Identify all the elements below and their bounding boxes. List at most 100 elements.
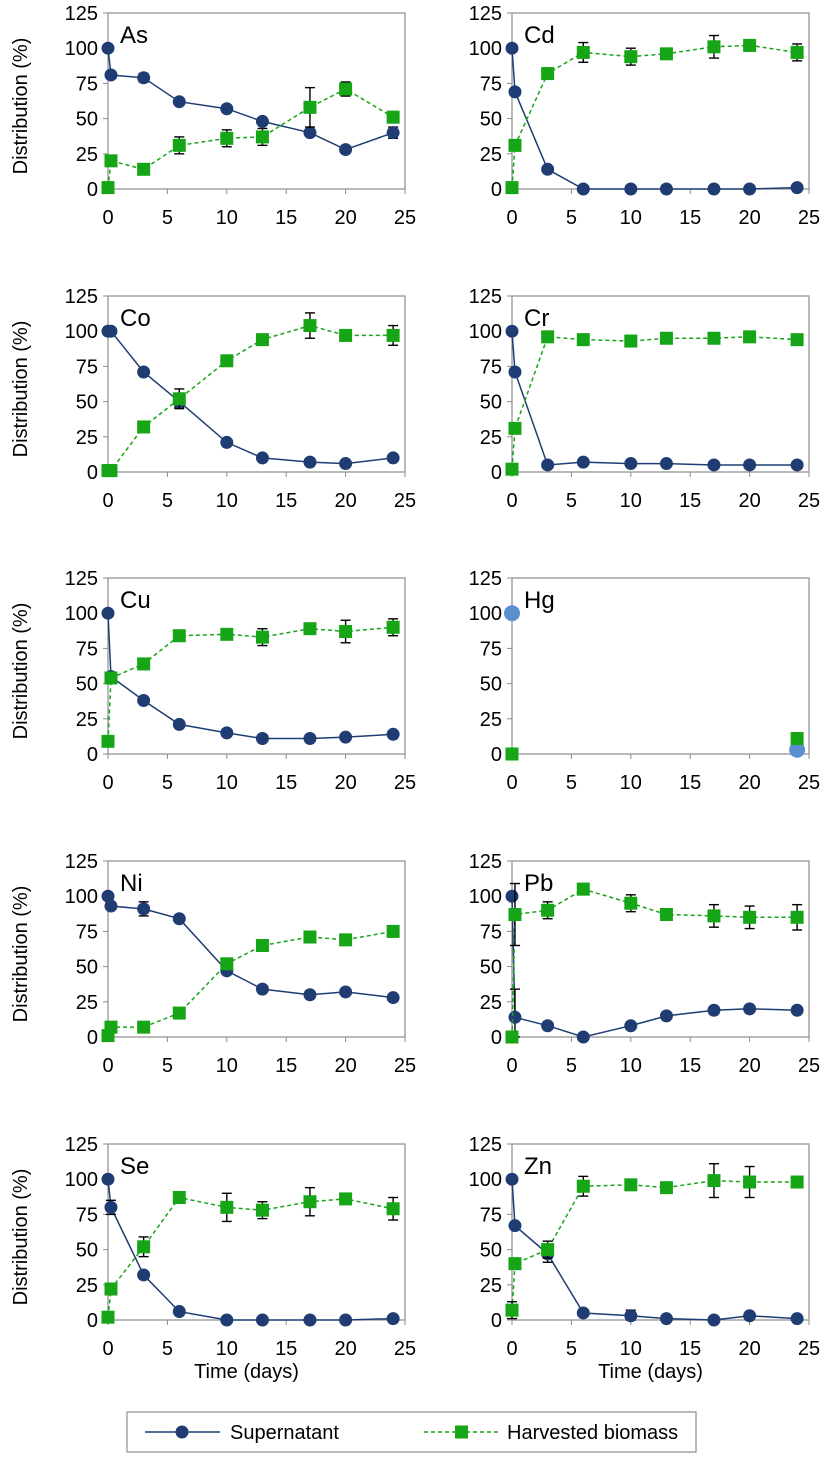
x-tick-label: 5 bbox=[162, 772, 173, 794]
plot-frame bbox=[512, 861, 809, 1037]
biomass-point bbox=[791, 333, 804, 346]
x-tick-label: 25 bbox=[798, 207, 820, 229]
y-tick-label: 125 bbox=[469, 286, 502, 308]
x-tick-label: 20 bbox=[334, 490, 356, 512]
biomass-point bbox=[791, 732, 804, 745]
y-tick-label: 75 bbox=[480, 73, 502, 95]
y-tick-label: 125 bbox=[469, 1134, 502, 1156]
x-tick-label: 5 bbox=[162, 1338, 173, 1360]
y-tick-label: 25 bbox=[76, 144, 98, 166]
biomass-point bbox=[220, 354, 233, 367]
biomass-point bbox=[256, 1204, 269, 1217]
supernatant-point bbox=[256, 983, 269, 996]
plot-frame bbox=[512, 1144, 809, 1320]
supernatant-point bbox=[508, 1219, 521, 1232]
y-tick-label: 125 bbox=[469, 568, 502, 590]
biomass-point bbox=[624, 897, 637, 910]
biomass-point bbox=[660, 332, 673, 345]
supernatant-point bbox=[137, 1268, 150, 1281]
biomass-series bbox=[102, 82, 400, 194]
supernatant-point bbox=[173, 1305, 186, 1318]
biomass-point bbox=[303, 319, 316, 332]
legend-supernatant-marker bbox=[176, 1426, 189, 1439]
panel-label: As bbox=[120, 22, 148, 49]
supernatant-point bbox=[256, 732, 269, 745]
x-tick-label: 25 bbox=[798, 490, 820, 512]
x-tick-label: 5 bbox=[566, 207, 577, 229]
biomass-point bbox=[743, 1176, 756, 1189]
supernatant-point bbox=[624, 457, 637, 470]
y-tick-label: 100 bbox=[65, 886, 98, 908]
biomass-point bbox=[508, 422, 521, 435]
y-tick-label: 125 bbox=[469, 851, 502, 873]
biomass-point bbox=[102, 735, 115, 748]
biomass-point bbox=[102, 1311, 115, 1324]
biomass-point bbox=[707, 909, 720, 922]
x-tick-label: 15 bbox=[275, 207, 297, 229]
panel-as: 0 25 50 75 100 125 0 5 10 15 20 25 Distribution (%) A… bbox=[10, 3, 416, 229]
panel-label: Hg bbox=[524, 587, 555, 614]
supernatant-point bbox=[743, 1002, 756, 1015]
biomass-point bbox=[339, 329, 352, 342]
supernatant-point bbox=[743, 1309, 756, 1322]
y-tick-label: 125 bbox=[65, 568, 98, 590]
plot-frame bbox=[512, 296, 809, 472]
supernatant-series bbox=[506, 325, 804, 472]
supernatant-point bbox=[303, 456, 316, 469]
biomass-point bbox=[791, 911, 804, 924]
y-tick-label: 100 bbox=[469, 603, 502, 625]
y-tick-label: 0 bbox=[491, 179, 502, 201]
biomass-line bbox=[512, 1181, 797, 1311]
x-tick-label: 25 bbox=[394, 207, 416, 229]
supernatant-series bbox=[102, 890, 400, 1004]
x-tick-label: 25 bbox=[394, 490, 416, 512]
x-tick-label: 15 bbox=[679, 1338, 701, 1360]
biomass-point bbox=[791, 46, 804, 59]
biomass-point bbox=[506, 1304, 519, 1317]
biomass-point bbox=[173, 139, 186, 152]
biomass-point bbox=[577, 46, 590, 59]
supernatant-point bbox=[508, 1011, 521, 1024]
biomass-point bbox=[541, 1243, 554, 1256]
supernatant-line bbox=[108, 331, 393, 463]
biomass-point bbox=[104, 671, 117, 684]
x-tick-label: 20 bbox=[738, 490, 760, 512]
supernatant-point bbox=[303, 988, 316, 1001]
x-tick-label: 5 bbox=[566, 1055, 577, 1077]
biomass-point bbox=[743, 39, 756, 52]
x-tick-label: 5 bbox=[566, 1338, 577, 1360]
y-tick-label: 25 bbox=[76, 709, 98, 731]
biomass-point bbox=[624, 50, 637, 63]
supernatant-point bbox=[660, 1009, 673, 1022]
y-tick-label: 50 bbox=[76, 392, 98, 414]
x-tick-label: 20 bbox=[334, 772, 356, 794]
supernatant-point bbox=[506, 890, 519, 903]
biomass-point bbox=[624, 335, 637, 348]
supernatant-point bbox=[104, 325, 117, 338]
biomass-point bbox=[339, 83, 352, 96]
biomass-point bbox=[173, 392, 186, 405]
y-tick-label: 75 bbox=[480, 921, 502, 943]
panel-label: Se bbox=[120, 1153, 149, 1180]
x-tick-label: 10 bbox=[620, 490, 642, 512]
y-tick-label: 25 bbox=[480, 709, 502, 731]
biomass-point bbox=[387, 329, 400, 342]
supernatant-point bbox=[707, 1004, 720, 1017]
supernatant-point bbox=[577, 1031, 590, 1044]
y-axis-title: Distribution (%) bbox=[10, 1169, 32, 1306]
biomass-point bbox=[256, 631, 269, 644]
biomass-point bbox=[256, 939, 269, 952]
supernatant-point bbox=[104, 1201, 117, 1214]
supernatant-point bbox=[624, 183, 637, 196]
legend-supernatant-label: Supernatant bbox=[230, 1422, 339, 1444]
biomass-series bbox=[506, 732, 804, 760]
supernatant-point bbox=[660, 183, 673, 196]
x-tick-label: 25 bbox=[798, 772, 820, 794]
supernatant-point bbox=[577, 456, 590, 469]
biomass-point bbox=[339, 625, 352, 638]
biomass-point bbox=[137, 657, 150, 670]
biomass-point bbox=[173, 1007, 186, 1020]
x-tick-label: 15 bbox=[275, 772, 297, 794]
supernatant-point bbox=[387, 126, 400, 139]
y-tick-label: 100 bbox=[65, 603, 98, 625]
